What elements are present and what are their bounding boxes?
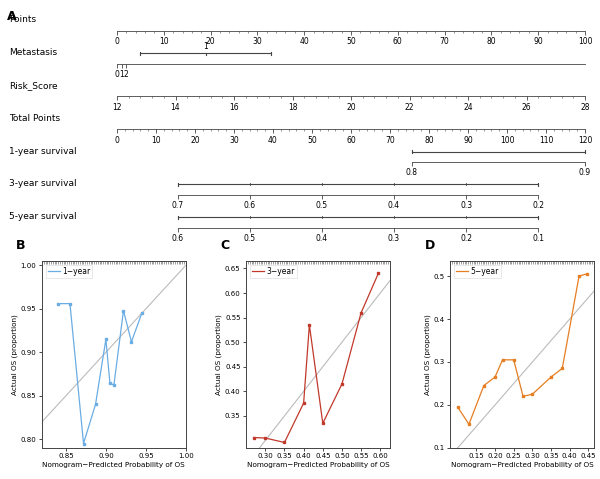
Text: 3-year survival: 3-year survival [9, 180, 77, 189]
Legend: 1−year: 1−year [46, 265, 92, 278]
Legend: 3−year: 3−year [250, 265, 296, 278]
Text: Points: Points [9, 15, 36, 24]
Y-axis label: Actual OS (proportion): Actual OS (proportion) [424, 314, 431, 395]
X-axis label: Nomogram−Predicted Probability of OS: Nomogram−Predicted Probability of OS [43, 462, 185, 468]
Y-axis label: Actual OS (proportion): Actual OS (proportion) [11, 314, 18, 395]
Text: 1-year survival: 1-year survival [9, 147, 77, 156]
Text: 1: 1 [203, 42, 208, 51]
Text: A: A [7, 10, 17, 23]
X-axis label: Nomogram−Predicted Probability of OS: Nomogram−Predicted Probability of OS [451, 462, 593, 468]
Legend: 5−year: 5−year [454, 265, 501, 278]
Y-axis label: Actual OS (proportion): Actual OS (proportion) [215, 314, 222, 395]
Text: Metastasis: Metastasis [9, 48, 57, 57]
Text: B: B [16, 239, 26, 251]
X-axis label: Nomogram−Predicted Probability of OS: Nomogram−Predicted Probability of OS [247, 462, 389, 468]
Text: Risk_Score: Risk_Score [9, 81, 58, 90]
Text: D: D [424, 239, 434, 251]
Text: Total Points: Total Points [9, 114, 60, 123]
Text: 5-year survival: 5-year survival [9, 212, 77, 221]
Text: C: C [220, 239, 229, 251]
